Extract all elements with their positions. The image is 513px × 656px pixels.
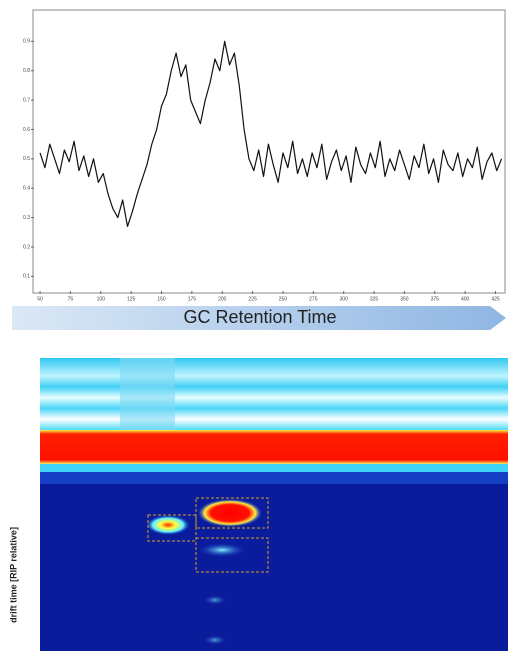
x-axis-label: GC Retention Time [183,307,336,327]
x-tick-label: 325 [370,296,379,302]
x-tick-label: 100 [97,296,106,302]
y-tick-label: 0.7 [23,97,30,103]
time-arrow [12,306,506,330]
x-tick-label: 75 [68,296,74,302]
x-tick-label: 350 [400,296,409,302]
heatmap-band [40,358,508,430]
peak-spot [198,543,246,557]
heatmap: drift time [RIP relative] [8,358,508,651]
peak-spot [198,499,262,527]
peak-spot [203,595,227,605]
heatmap-band [40,472,508,484]
x-tick-label: 275 [309,296,318,302]
x-tick-label: 425 [491,296,500,302]
annotation-box [195,537,269,573]
annotation-box [195,497,269,529]
x-tick-label: 250 [279,296,288,302]
annotation-box [147,514,197,542]
y-tick-label: 0.6 [23,127,30,133]
y-tick-label: 0.8 [23,68,30,74]
heatmap-band [40,464,508,472]
rip-band [40,430,508,464]
heatmap-band [120,358,175,430]
y-tick-label: 0.4 [23,186,30,192]
peak-spot [203,635,227,645]
x-tick-label: 375 [431,296,440,302]
x-tick-label: 175 [188,296,197,302]
x-tick-label: 300 [340,296,349,302]
y-tick-label: 0.3 [23,215,30,221]
y-tick-label: 0.9 [23,39,30,45]
x-tick-label: 200 [218,296,227,302]
peak-spot [146,515,190,535]
x-tick-label: 225 [248,296,257,302]
trace-line [39,40,503,227]
x-tick-label: 150 [157,296,166,302]
y-tick-label: 0.5 [23,156,30,162]
x-tick-label: 400 [461,296,470,302]
y-tick-label: 0.1 [23,274,30,280]
heatmap-y-label: drift time [RIP relative] [8,527,18,623]
y-tick-label: 0.2 [23,244,30,250]
x-tick-label: 50 [37,296,43,302]
x-tick-label: 125 [127,296,136,302]
plot-frame [32,9,506,294]
